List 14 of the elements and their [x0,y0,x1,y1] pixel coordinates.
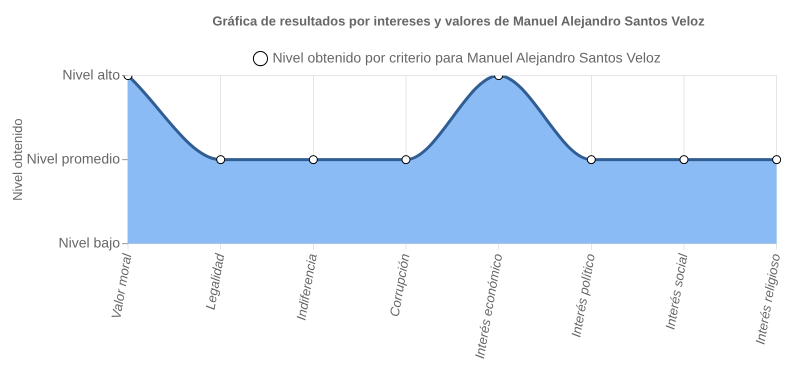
x-tick-label: Interés económico [472,252,506,360]
ref-line-label: Nivel promedio [26,150,120,166]
x-tick-label: Indiferencia [293,252,320,322]
x-tick-label: Interés religioso [752,252,784,346]
chart-title: Gráfica de resultados por intereses y valores de Manuel Alejandro Santos Veloz [212,13,706,28]
x-tick-label: Interés político [568,252,598,338]
x-tick-label: Legalidad [202,252,228,311]
ref-line-label: Nivel bajo [58,234,120,251]
ref-line-label: Nivel alto [62,66,120,82]
legend-label: Nivel obtenido por criterio para Manuel Alejandro Santos Veloz [272,49,661,66]
x-tick-label: Corrupción [386,252,412,318]
x-tick-label: Interés social [662,251,691,331]
x-tick-label: Valor moral [108,251,135,320]
text: Nivel obtenido [10,118,26,201]
